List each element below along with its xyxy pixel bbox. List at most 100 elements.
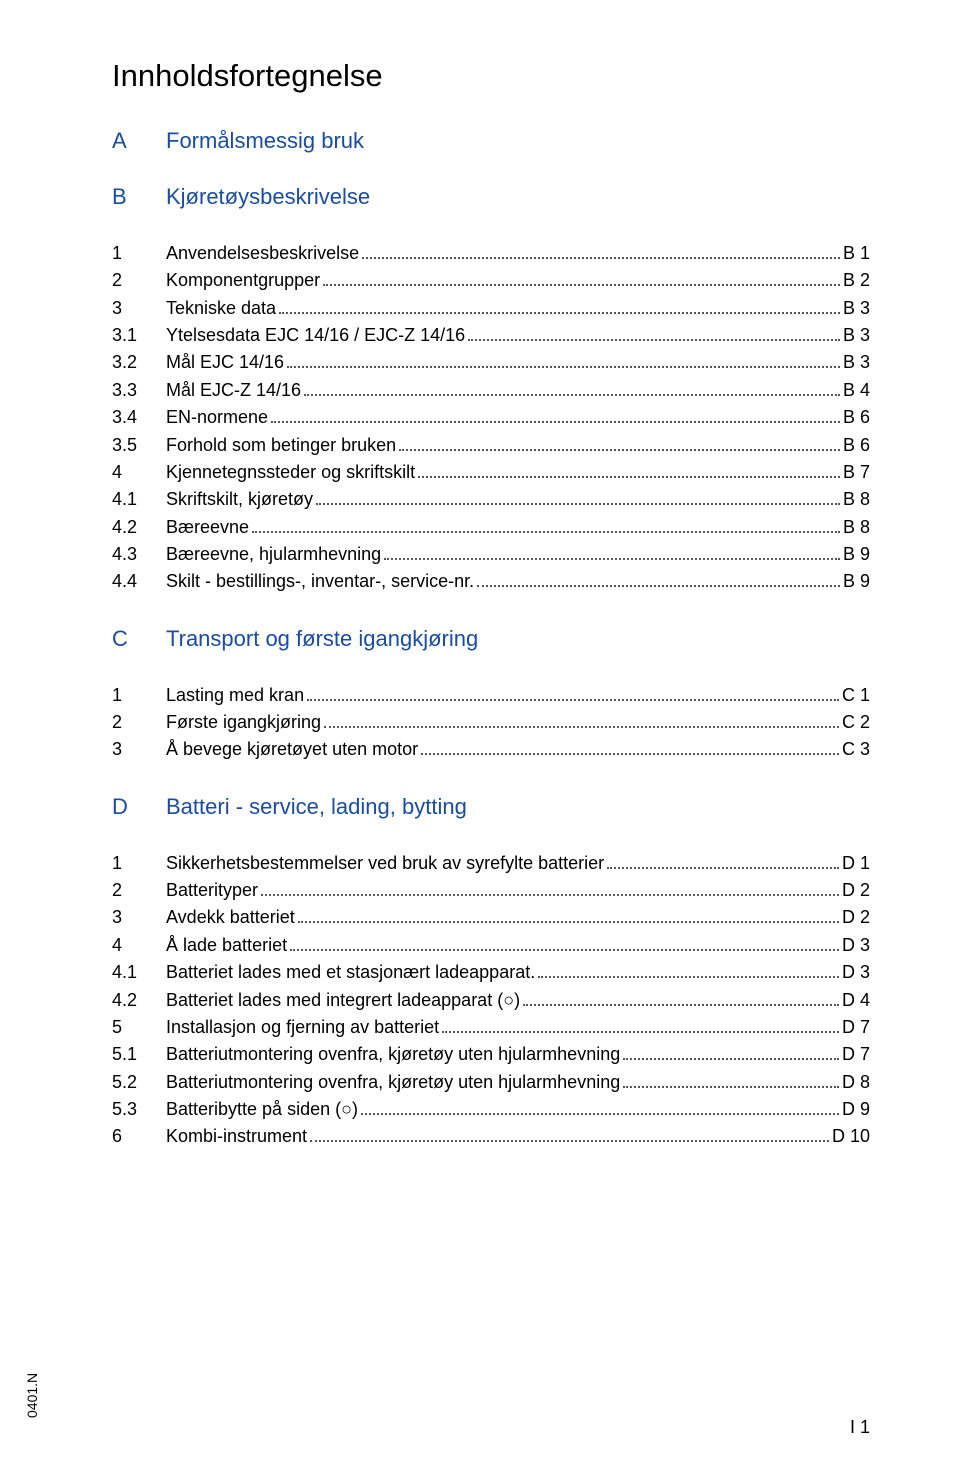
toc-entry-label: Skriftskilt, kjøretøy [166, 486, 313, 513]
toc-entry: 1AnvendelsesbeskrivelseB 1 [112, 240, 870, 267]
toc-entry-number: 2 [112, 709, 166, 736]
toc-entry: 5.3Batteribytte på siden (○)D 9 [112, 1096, 870, 1123]
toc-entry: 3.4EN-normeneB 6 [112, 404, 870, 431]
toc-entry-label: Tekniske data [166, 295, 276, 322]
toc-entry-number: 5.3 [112, 1096, 166, 1123]
toc-leader-dots [421, 753, 839, 755]
toc-entry-page: B 6 [843, 404, 870, 431]
toc-leader-dots [307, 699, 839, 701]
toc-entry-page: C 2 [842, 709, 870, 736]
toc-entry-label: Bæreevne, hjularmhevning [166, 541, 381, 568]
toc-entry-number: 5.1 [112, 1041, 166, 1068]
toc-entry-number: 2 [112, 267, 166, 294]
toc-entry-label: Batterityper [166, 877, 258, 904]
toc-entry: 5Installasjon og fjerning av batterietD … [112, 1014, 870, 1041]
toc-entry-page: D 3 [842, 959, 870, 986]
toc-leader-dots [384, 558, 840, 560]
toc-entry-number: 4.1 [112, 959, 166, 986]
toc-entry: 4.3Bæreevne, hjularmhevningB 9 [112, 541, 870, 568]
toc-entry-page: B 8 [843, 514, 870, 541]
page-title: Innholdsfortegnelse [112, 58, 870, 94]
toc-leader-dots [442, 1031, 839, 1033]
toc-entry-page: B 3 [843, 322, 870, 349]
toc-section-header: CTransport og første igangkjøring [112, 626, 870, 652]
toc-leader-dots [304, 394, 840, 396]
toc-leader-dots [261, 894, 839, 896]
toc-leader-dots [623, 1058, 839, 1060]
toc-entry-number: 3.3 [112, 377, 166, 404]
toc-entry-page: C 3 [842, 736, 870, 763]
toc-entry-label: Ytelsesdata EJC 14/16 / EJC-Z 14/16 [166, 322, 465, 349]
toc-section-letter: A [112, 128, 166, 154]
toc-entry-label: Forhold som betinger bruken [166, 432, 396, 459]
toc-entry-label: Mål EJC 14/16 [166, 349, 284, 376]
toc-entry: 2BatterityperD 2 [112, 877, 870, 904]
toc-leader-dots [290, 949, 839, 951]
toc-entry-number: 2 [112, 877, 166, 904]
toc-entry: 2Første igangkjøring C 2 [112, 709, 870, 736]
toc-leader-dots [323, 284, 840, 286]
toc-entry-page: B 8 [843, 486, 870, 513]
toc-entry-number: 4.1 [112, 486, 166, 513]
toc-entry: 3Å bevege kjøretøyet uten motorC 3 [112, 736, 870, 763]
toc-entry-number: 3.5 [112, 432, 166, 459]
toc-entry-number: 6 [112, 1123, 166, 1150]
toc-entry-number: 3 [112, 904, 166, 931]
toc-entry-label: Kjennetegnssteder og skriftskilt [166, 459, 415, 486]
toc-entry-number: 5.2 [112, 1069, 166, 1096]
toc-entry-number: 4.3 [112, 541, 166, 568]
toc-entry-page: D 10 [832, 1123, 870, 1150]
toc-entry-number: 4 [112, 459, 166, 486]
toc-entry-label: Komponentgrupper [166, 267, 320, 294]
toc-entry-number: 3 [112, 295, 166, 322]
toc-entry-page: D 2 [842, 904, 870, 931]
toc-leader-dots [623, 1086, 839, 1088]
toc-entry-label: Batteriutmontering ovenfra, kjøretøy ute… [166, 1041, 620, 1068]
toc-entry-page: D 4 [842, 987, 870, 1014]
toc-entry-number: 4.4 [112, 568, 166, 595]
toc-leader-dots [287, 366, 840, 368]
toc-entry: 3.5Forhold som betinger bruken B 6 [112, 432, 870, 459]
toc-entry-page: D 8 [842, 1069, 870, 1096]
toc-leader-dots [468, 339, 840, 341]
toc-leader-dots [271, 421, 840, 423]
toc-entry: 3.2Mål EJC 14/16B 3 [112, 349, 870, 376]
toc-entry-label: Mål EJC-Z 14/16 [166, 377, 301, 404]
side-label: 0401.N [24, 1373, 40, 1418]
toc-entry-label: Å bevege kjøretøyet uten motor [166, 736, 418, 763]
toc-entry: 4.1Skriftskilt, kjøretøy B 8 [112, 486, 870, 513]
toc-section-name: Formålsmessig bruk [166, 128, 364, 154]
toc-section-letter: C [112, 626, 166, 652]
toc-entry: 3.3Mål EJC-Z 14/16B 4 [112, 377, 870, 404]
toc-entry-label: Bæreevne [166, 514, 249, 541]
toc-entries-block: 1Sikkerhetsbestemmelser ved bruk av syre… [112, 850, 870, 1151]
toc-entry-number: 4 [112, 932, 166, 959]
toc-entry-label: Sikkerhetsbestemmelser ved bruk av syref… [166, 850, 604, 877]
toc-entry: 3.1Ytelsesdata EJC 14/16 / EJC-Z 14/16B … [112, 322, 870, 349]
toc-entry: 4.2BæreevneB 8 [112, 514, 870, 541]
toc-entry: 4Å lade batterietD 3 [112, 932, 870, 959]
toc-entry-label: Anvendelsesbeskrivelse [166, 240, 359, 267]
toc-entries-block: 1AnvendelsesbeskrivelseB 12Komponentgrup… [112, 240, 870, 596]
toc-entry-page: C 1 [842, 682, 870, 709]
toc-leader-dots [523, 1004, 839, 1006]
toc-section-name: Kjøretøysbeskrivelse [166, 184, 370, 210]
toc-entry-label: Kombi-instrument [166, 1123, 307, 1150]
toc-section-letter: D [112, 794, 166, 820]
toc-section-header: AFormålsmessig bruk [112, 128, 870, 154]
toc-entry-page: B 6 [843, 432, 870, 459]
toc-leader-dots [316, 503, 840, 505]
toc-entry-page: B 3 [843, 295, 870, 322]
toc-entry-page: D 7 [842, 1014, 870, 1041]
toc-entry-page: B 2 [843, 267, 870, 294]
toc-entry-number: 4.2 [112, 987, 166, 1014]
toc-entry: 3Avdekk batterietD 2 [112, 904, 870, 931]
toc-entry-number: 3.4 [112, 404, 166, 431]
toc-section-header: BKjøretøysbeskrivelse [112, 184, 870, 210]
toc-entry: 6Kombi-instrument D 10 [112, 1123, 870, 1150]
toc-entry: 4Kjennetegnssteder og skriftskiltB 7 [112, 459, 870, 486]
toc-section-letter: B [112, 184, 166, 210]
toc-entry-label: Batteriet lades med et stasjonært ladeap… [166, 959, 535, 986]
toc-entry-label: Første igangkjøring [166, 709, 321, 736]
table-of-contents: AFormålsmessig bruk BKjøretøysbeskrivelse… [112, 128, 870, 1151]
